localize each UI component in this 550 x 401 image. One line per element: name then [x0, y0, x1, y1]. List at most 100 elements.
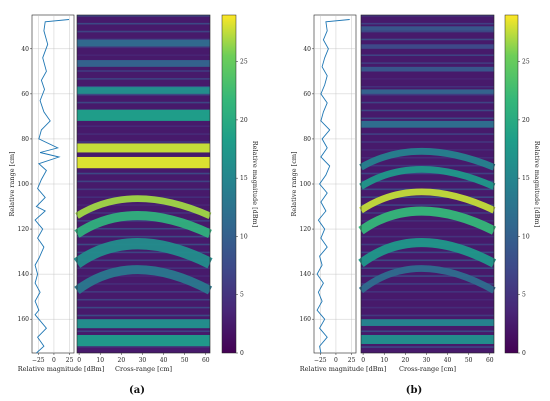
profile-tick-label-y: 60 — [21, 91, 29, 98]
heatmap-texture-row — [361, 227, 494, 230]
profile-tick-label-y: 140 — [300, 271, 312, 278]
heatmap-band — [361, 120, 494, 128]
colorbar: 0 5 10 15 20 25 Relative magnitude [dBm] — [221, 14, 259, 357]
profile-tick-label-x: 25 — [348, 357, 356, 364]
profile-tick-label-y: 160 — [18, 316, 30, 323]
heatmap-texture-row — [361, 235, 494, 238]
colorbar-tick-label: 5 — [522, 292, 526, 299]
heatmap-arc-band — [359, 166, 496, 190]
heatmap-texture-row — [77, 346, 210, 348]
heatmap-band — [77, 60, 210, 67]
range-map-heatmap: 0 10 20 30 40 50 60 Cross-range [cm] — [358, 14, 497, 373]
heatmap-texture-row — [361, 314, 494, 317]
heatmap-texture-row — [77, 283, 210, 285]
heatmap-arc-band — [359, 147, 496, 171]
heatmap-band — [77, 156, 210, 169]
heatmap-texture-row — [361, 251, 494, 254]
profile-xlabel: Relative magnitude [dBm] — [300, 365, 386, 373]
heatmap-texture-row — [77, 180, 210, 183]
colorbar-gradient — [221, 14, 237, 354]
profile-tick-label-y: 140 — [18, 271, 30, 278]
heatmap-texture-row — [361, 306, 494, 309]
heatmap-texture-row — [77, 220, 210, 222]
heatmap-frame — [360, 14, 495, 354]
heatmap-tick-label-x: 10 — [96, 357, 104, 364]
heatmap-tick-label-x: 0 — [77, 357, 81, 364]
heatmap-texture-row — [77, 330, 210, 333]
heatmap-texture-row — [77, 314, 210, 317]
heatmap-tick-label-x: 40 — [160, 357, 168, 364]
heatmap-texture-row — [361, 141, 494, 143]
profile-tick-label-y: 80 — [303, 136, 311, 143]
heatmap-texture-row — [77, 22, 210, 25]
heatmap-arc-band — [358, 238, 497, 268]
colorbar-tick-label: 0 — [522, 350, 526, 357]
heatmap-band — [361, 334, 494, 344]
panel-label-a: (a) — [129, 385, 145, 396]
heatmap-arc-band — [358, 206, 497, 235]
heatmap-texture-row — [77, 204, 210, 206]
colorbar-tick-label: 20 — [522, 117, 530, 124]
colorbar-label: Relative magnitude [dBm] — [533, 141, 541, 227]
colorbar-tick-label: 15 — [240, 175, 248, 182]
heatmap-texture-row — [361, 204, 494, 206]
heatmap-texture-row — [361, 93, 494, 96]
heatmap-texture-row — [361, 85, 494, 88]
heatmap-band — [361, 44, 494, 49]
colorbar-tick-label: 10 — [240, 233, 248, 240]
heatmap-tick-label-x: 30 — [423, 357, 431, 364]
heatmap-texture-row — [77, 133, 210, 135]
range-map-heatmap: 0 10 20 30 40 50 60 Cross-range [cm] — [73, 14, 213, 373]
profile-tick-label-y: 160 — [300, 316, 312, 323]
colorbar-tick-label: 20 — [240, 117, 248, 124]
heatmap-texture-row — [77, 38, 210, 41]
profile-tick-label-x: 0 — [52, 357, 56, 364]
heatmap-tick-label-x: 20 — [402, 357, 410, 364]
profile-tick-label-x: 0 — [334, 357, 338, 364]
heatmap-texture-row — [361, 133, 494, 135]
heatmap-texture-row — [77, 101, 210, 104]
heatmap-texture-row — [361, 101, 494, 104]
heatmap-texture-row — [77, 15, 210, 17]
heatmap-arc-band — [74, 211, 212, 239]
heatmap-texture-row — [77, 141, 210, 143]
heatmap-texture-row — [77, 93, 210, 96]
heatmap-texture-row — [361, 220, 494, 222]
heatmap-band — [361, 66, 494, 72]
heatmap-texture-row — [77, 291, 210, 293]
heatmap-band — [361, 89, 494, 94]
heatmap-texture-row — [361, 346, 494, 348]
panel-label-b: (b) — [406, 385, 422, 396]
colorbar-label: Relative magnitude [dBm] — [251, 141, 259, 227]
heatmap-texture-row — [361, 259, 494, 262]
profile-tick-label-y: 40 — [303, 46, 311, 53]
heatmap-tick-label-x: 50 — [465, 357, 473, 364]
heatmap-texture-row — [77, 30, 210, 33]
heatmap-texture-row — [77, 251, 210, 254]
heatmap-texture-row — [77, 54, 210, 57]
heatmap-texture-row — [77, 188, 210, 191]
heatmap-texture-row — [77, 125, 210, 128]
heatmap-texture-row — [361, 291, 494, 293]
heatmap-texture-row — [77, 275, 210, 277]
heatmap-arc-band — [359, 188, 496, 214]
colorbar-tick-label: 25 — [240, 59, 248, 66]
heatmap-tick-label-x: 10 — [380, 357, 388, 364]
heatmap-band — [77, 319, 210, 329]
colorbar-tick-label: 25 — [522, 59, 530, 66]
heatmap-xlabel: Cross-range [cm] — [399, 365, 456, 373]
heatmap-arc-band — [73, 238, 213, 269]
heatmap-texture-row — [361, 275, 494, 277]
heatmap-texture-row — [361, 180, 494, 183]
heatmap-arc-band — [74, 265, 213, 295]
heatmap-band — [77, 87, 210, 94]
colorbar-tick-label: 0 — [240, 350, 244, 357]
heatmap-texture-row — [77, 85, 210, 88]
heatmap-texture-row — [77, 235, 210, 238]
heatmap-band — [77, 334, 210, 347]
profile-tick-label-y: 120 — [18, 226, 30, 233]
